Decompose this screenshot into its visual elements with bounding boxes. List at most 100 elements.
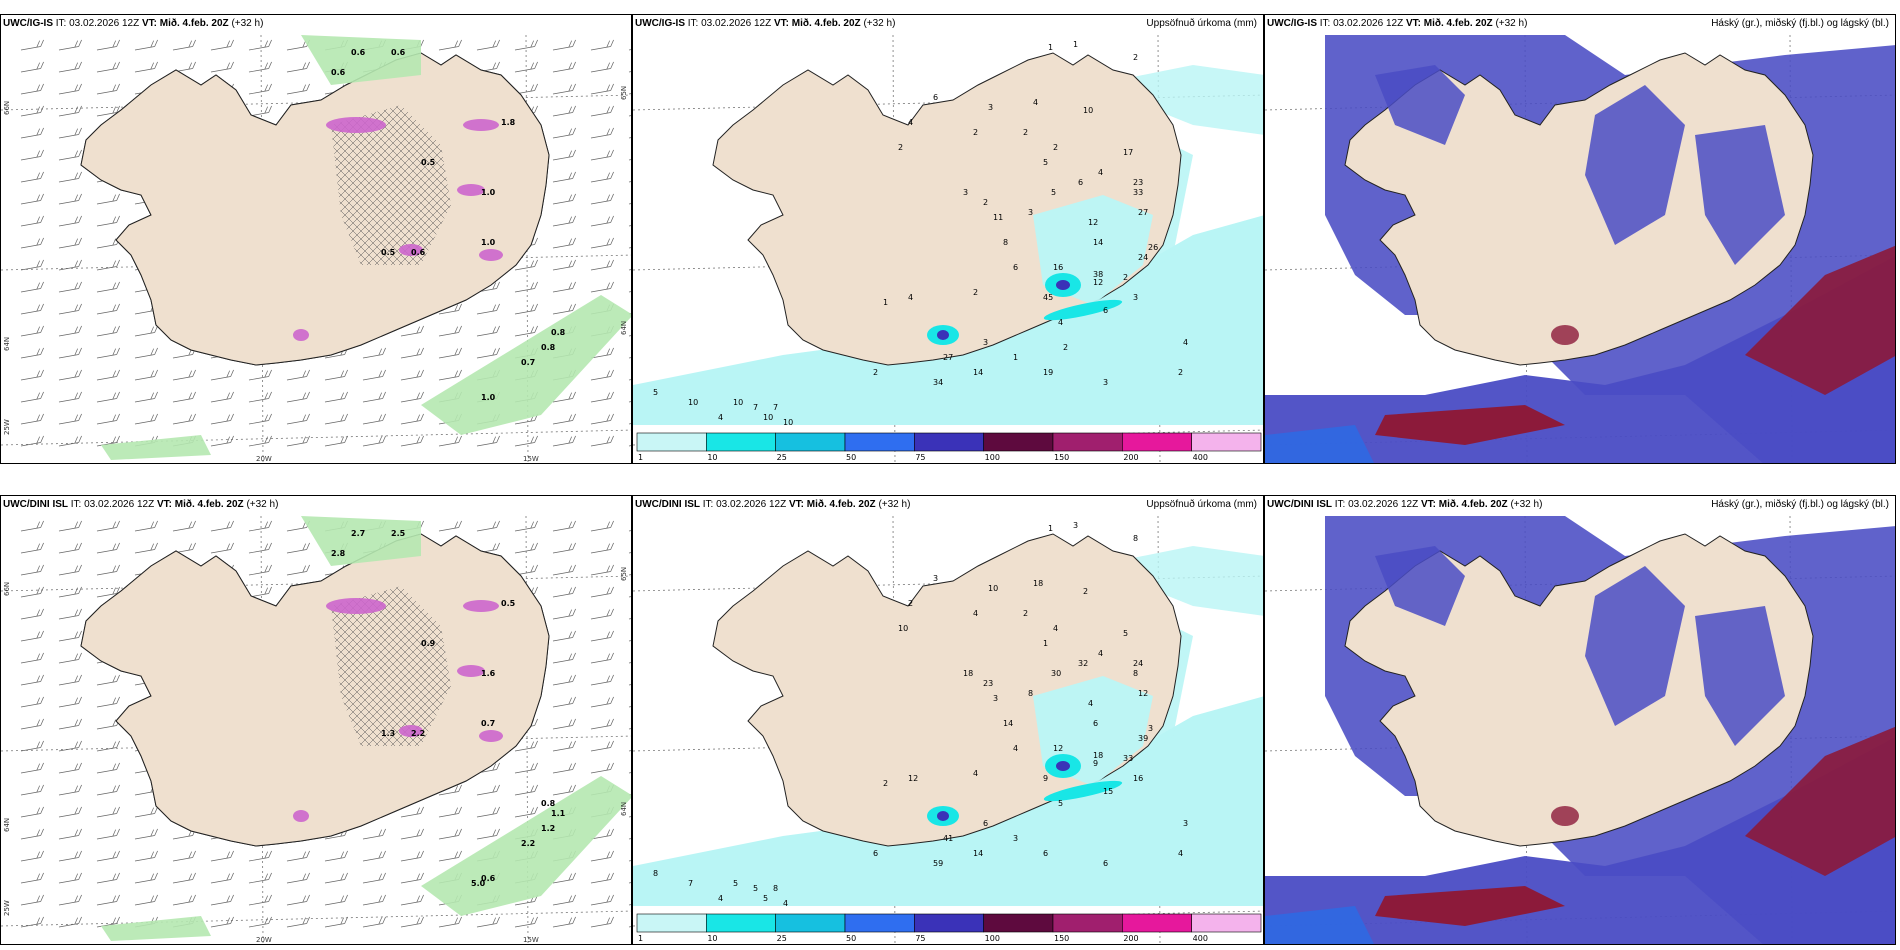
wind-barb [172, 850, 196, 862]
wind-barb [400, 894, 424, 906]
value-label: 4 [1098, 649, 1103, 658]
panel-field-title: Háský (gr.), miðský (fj.bl.) og lágský (… [1711, 499, 1889, 510]
wind-barb [20, 828, 44, 840]
wind-barb [552, 83, 576, 95]
wind-barb [96, 303, 120, 315]
colorbar-tick-label: 25 [777, 934, 787, 943]
wind-barb [96, 61, 120, 73]
hatched-terrain [331, 586, 451, 746]
wind-barb [20, 347, 44, 359]
value-label: 34 [933, 378, 943, 387]
value-label: 1 [1073, 40, 1078, 49]
panel-field-title: Uppsöfnuð úrkoma (mm) [1146, 18, 1257, 29]
value-label: 2 [1178, 368, 1183, 377]
map-canvas: 2.7 2.5 2.8 1.1 1.2 2.2 0.6 0.5 0.9 1.6 1.3 2.2 0.7 0… [1, 510, 631, 944]
wind-barb [552, 435, 576, 447]
wind-barb [20, 237, 44, 249]
axis-label: 64N [620, 802, 628, 816]
value-label: 5 [1043, 158, 1048, 167]
wind-barb [590, 586, 614, 598]
value-label: 8 [773, 884, 778, 893]
value-label: 8 [1003, 238, 1008, 247]
wind-barb [476, 39, 500, 51]
value-label: 1 [1048, 524, 1053, 533]
wind-barb [438, 369, 462, 381]
value-label: 6 [1103, 859, 1108, 868]
value-label: 3 [963, 188, 968, 197]
wind-barb [362, 435, 386, 447]
wind-barb [20, 325, 44, 337]
wind-core [293, 810, 309, 822]
it-label: IT: [1319, 18, 1331, 29]
wind-barb [552, 215, 576, 227]
value-label: 18 [1093, 751, 1103, 760]
wind-barb [438, 435, 462, 447]
cloud-high-spot [1551, 325, 1579, 345]
wind-barb [362, 916, 386, 928]
wind-barb [286, 916, 310, 928]
valid-time: Mið. 4.feb. 20Z [1438, 499, 1508, 510]
value-label: 8 [1028, 689, 1033, 698]
wind-barb [590, 542, 614, 554]
axis-label: 64N [3, 337, 11, 351]
wind-barb [476, 784, 500, 796]
wind-barb [58, 83, 82, 95]
value-label: 10 [783, 418, 793, 427]
value-label: 14 [1093, 238, 1103, 247]
colorbar-tick-label: 75 [915, 934, 925, 943]
value-label: 10 [688, 398, 698, 407]
cloud-mid-south [1265, 737, 1895, 944]
wind-barb [20, 740, 44, 752]
value-label: 7 [753, 403, 758, 412]
value-label: 1.8 [501, 118, 516, 127]
wind-barb [210, 369, 234, 381]
colorbar-swatch [775, 913, 846, 933]
wind-barb [248, 435, 272, 447]
wind-barb [590, 347, 614, 359]
colorbar-swatch [1052, 432, 1123, 452]
wind-barb [96, 674, 120, 686]
wind-barb [20, 391, 44, 403]
init-time: 03.02.2026 12Z [716, 499, 787, 510]
wind-barb [20, 916, 44, 928]
wind-barb [58, 784, 82, 796]
precip-core-south-max [937, 330, 949, 340]
wind-barb [590, 564, 614, 576]
value-label: 2.5 [391, 529, 406, 538]
wind-barb [552, 762, 576, 774]
wind-barb [96, 347, 120, 359]
colorbar-tick-label: 50 [846, 453, 856, 462]
wind-barb [400, 916, 424, 928]
wind-barb [248, 39, 272, 51]
wind-barb [58, 630, 82, 642]
wind-barb [96, 39, 120, 51]
wind-barb [400, 872, 424, 884]
cloud-mid-east [1695, 125, 1785, 265]
latitude-line [1, 429, 631, 446]
value-label: 3 [1028, 208, 1033, 217]
wind-barb [552, 259, 576, 271]
panel-header: UWC/IG-IS IT: 03.02.2026 12Z VT: Mið. 4.… [1267, 18, 1527, 29]
wind-barb [590, 652, 614, 664]
colorbar-tick-label: 150 [1054, 934, 1069, 943]
value-label: 30 [1051, 669, 1061, 678]
wind-barb [20, 630, 44, 642]
value-label: 1.3 [381, 729, 395, 738]
wind-barb [286, 413, 310, 425]
wind-barb [590, 83, 614, 95]
wind-barb [20, 39, 44, 51]
value-label: 4 [718, 894, 723, 903]
valid-time: Mið. 4.feb. 20Z [806, 499, 876, 510]
wind-core [326, 598, 386, 614]
wind-barb [248, 542, 272, 554]
value-label: 8 [1133, 534, 1138, 543]
wind-core [457, 184, 485, 196]
cloud-mid-south [1265, 256, 1895, 463]
init-time: 03.02.2026 12Z [1348, 499, 1419, 510]
wind-barb [438, 784, 462, 796]
wind-barb [286, 542, 310, 554]
wind-barb [514, 325, 538, 337]
value-label: 1.0 [481, 238, 496, 247]
